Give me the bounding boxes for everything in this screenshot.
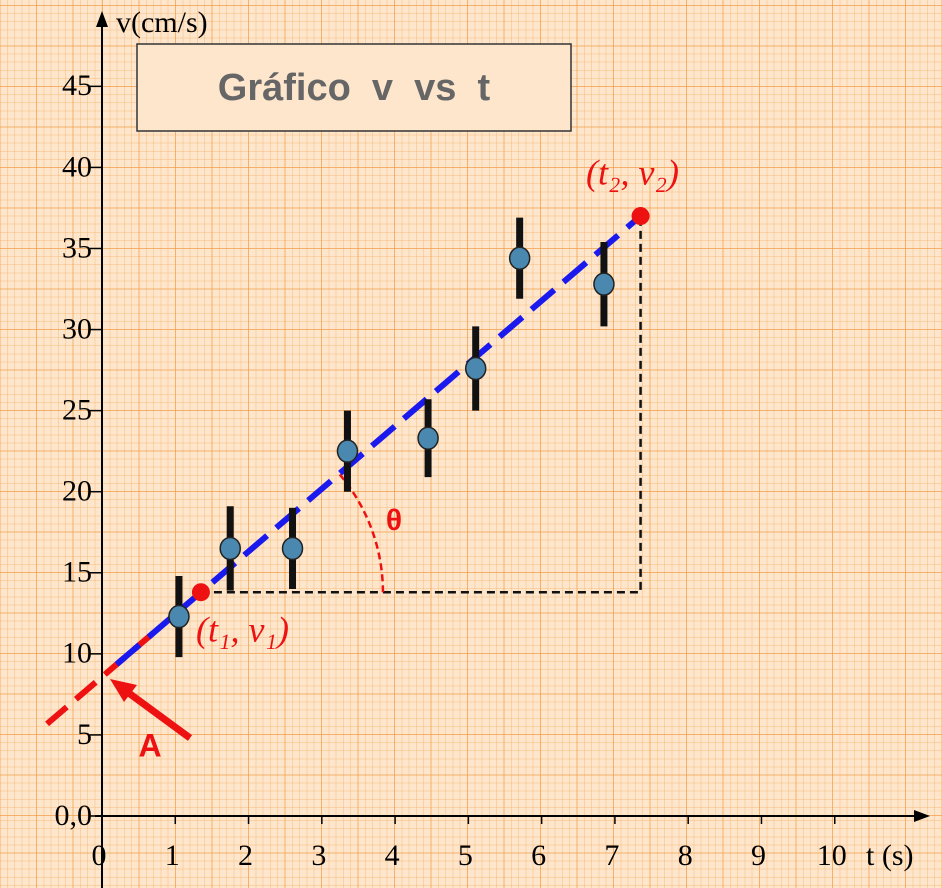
intercept-arrow <box>123 688 193 741</box>
y-tick-label: 40 <box>62 150 92 183</box>
chart-title: Gráfico v vs t <box>218 67 491 109</box>
y-tick-label: 15 <box>62 556 92 589</box>
x-tick-label: 10 <box>817 839 847 872</box>
x-tick-label: 1 <box>165 839 180 872</box>
data-point <box>281 536 304 561</box>
y-tick-label: 35 <box>62 231 92 264</box>
angle-label: θ <box>386 504 402 537</box>
y-tick-label: 30 <box>62 312 92 345</box>
x-tick-label: 6 <box>531 839 546 872</box>
x-tick-label: 7 <box>604 839 619 872</box>
y-axis-arrow <box>96 11 108 27</box>
x-tick-label: 8 <box>678 839 693 872</box>
data-point <box>508 246 531 270</box>
y-tick-label: 5 <box>77 718 92 751</box>
y-tick-label: 0,0 <box>55 799 93 832</box>
x-tick-label: 4 <box>385 839 400 872</box>
fit-point <box>631 207 650 226</box>
y-tick-label: 10 <box>62 637 92 670</box>
y-tick-label: 20 <box>62 475 92 508</box>
point-label: (t₁, v₁) <box>196 609 289 649</box>
slope-triangle <box>200 216 642 594</box>
fit-extension <box>45 624 163 727</box>
x-tick-label: 9 <box>751 839 766 872</box>
data-point <box>593 272 615 296</box>
x-tick-label: 2 <box>238 839 253 872</box>
y-axis-label: v(cm/s) <box>116 6 208 39</box>
data-point <box>219 536 241 561</box>
point-label: (t₂, v₂) <box>586 152 679 192</box>
x-tick-label: 3 <box>311 839 326 872</box>
fit-point <box>191 583 210 602</box>
x-tick-label: 5 <box>458 839 473 872</box>
y-tick-label: 45 <box>62 69 92 102</box>
data-point <box>336 439 359 463</box>
x-axis-label: t (s) <box>866 839 914 872</box>
data-point <box>417 426 439 450</box>
x-tick-label: 0 <box>92 839 107 872</box>
intercept-arrowhead <box>110 679 137 702</box>
fit-line <box>114 210 647 667</box>
intercept-label: A <box>138 727 161 763</box>
data-point <box>168 604 190 629</box>
title-box <box>136 43 572 132</box>
x-axis-arrow <box>914 810 930 822</box>
data-point <box>464 356 487 381</box>
y-tick-label: 25 <box>62 394 92 427</box>
